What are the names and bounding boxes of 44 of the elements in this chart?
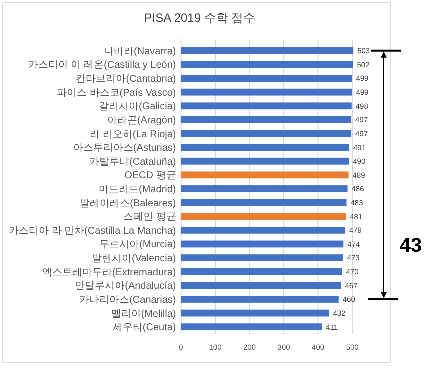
bar	[181, 213, 346, 220]
y-tick-label: 칸타브리아(Cantabria)	[76, 74, 176, 86]
y-tick-label: 스페인 평균	[123, 212, 176, 224]
y-tick-label: 카스티아 라 만차(Castilla La Mancha)	[9, 226, 176, 237]
bar	[181, 310, 330, 317]
y-tick-label: 파이스 바스코(País Vasco)	[56, 88, 176, 99]
y-tick-label: 무르시아(Murcia)	[100, 240, 176, 251]
y-tick-label: 세우타(Ceuta)	[112, 322, 176, 334]
bar	[181, 226, 346, 234]
bar	[181, 61, 354, 68]
y-tick-label: 나바라(Navarra)	[104, 46, 176, 58]
y-tick-label: 갈리시아(Galicia)	[99, 102, 176, 113]
y-tick-label: 아라곤(Aragón)	[107, 115, 176, 126]
bar	[181, 172, 349, 179]
bar	[181, 158, 350, 165]
bar	[181, 296, 339, 303]
bar	[181, 254, 344, 262]
title: PISA 2019 수학 점수	[144, 11, 256, 25]
y-tick-label: 안달루시아(Andalucía)	[75, 281, 176, 292]
y-tick-label: 아스투리아스(Asturias)	[73, 143, 176, 154]
y-tick-label: 엑스트레마두라(Extremadura)	[42, 267, 176, 278]
bar	[181, 268, 342, 276]
y-tick-label: OECD 평균	[124, 170, 176, 182]
y-tick-label: 멜리야(Melilla)	[111, 308, 176, 320]
bar	[181, 75, 352, 82]
y-tick-label: 마드리드(Madrid)	[99, 184, 176, 196]
bar	[181, 47, 354, 54]
text: 43	[400, 235, 422, 257]
bar	[181, 88, 352, 96]
y-tick-label: 카스티야 이 레온(Castilla y León)	[28, 60, 176, 72]
y-tick-label: 발렌시아(Valencia)	[92, 254, 176, 265]
bar	[181, 186, 348, 192]
bar	[181, 102, 352, 110]
bar	[181, 199, 347, 206]
y-tick-label: 라 리오하(La Rioja)	[90, 129, 176, 140]
bar	[181, 130, 352, 138]
bar	[181, 324, 322, 331]
bar	[181, 240, 344, 248]
y-tick-label: 카탈루냐(Cataluña)	[90, 156, 176, 168]
bar	[181, 282, 342, 290]
bar	[181, 144, 350, 152]
y-tick-label: 카나리아스(Canarias)	[80, 294, 176, 306]
y-tick-label: 발레아레스(Baleares)	[80, 198, 176, 210]
bar	[181, 116, 352, 124]
